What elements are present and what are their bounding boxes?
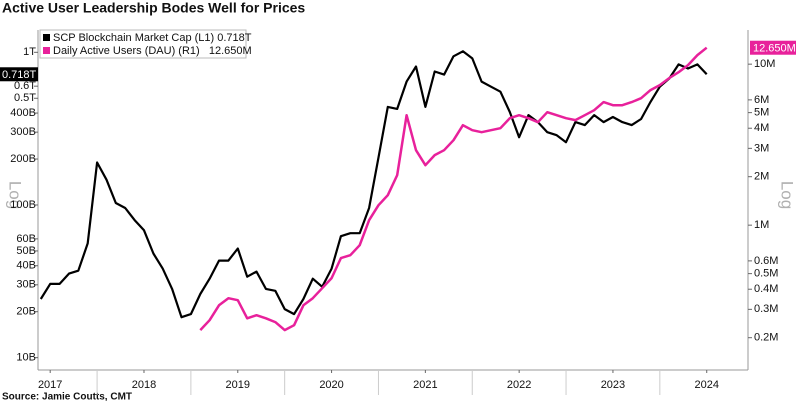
x-tick-label: 2019 <box>226 379 250 391</box>
x-tick-label: 2018 <box>132 379 156 391</box>
x-tick-label: 2021 <box>413 379 437 391</box>
y-tick-label: 300B <box>10 126 36 138</box>
y-tick-label: 60B <box>16 233 36 245</box>
y-tick-label: 400B <box>10 107 36 119</box>
y2-tick-label: 1M <box>754 219 769 231</box>
chart-title: Active User Leadership Bodes Well for Pr… <box>2 0 305 16</box>
y-tick-label: 200B <box>10 153 36 165</box>
legend-label: Daily Active Users (DAU) (R1) 12.650M <box>53 45 252 57</box>
legend-label: SCP Blockchain Market Cap (L1) 0.718T <box>53 32 252 44</box>
y-tick-label: 20B <box>16 306 36 318</box>
series-line <box>199 46 708 332</box>
x-tick-label: 2022 <box>507 379 531 391</box>
y-tick-label: 50B <box>16 245 36 257</box>
y-tick-label: 100B <box>10 199 36 211</box>
y2-tick-label: 0.6M <box>754 255 778 267</box>
y2-tick-label: 4M <box>754 122 769 134</box>
last-value-label: 0.718T <box>2 69 37 81</box>
legend-swatch <box>43 47 50 54</box>
x-tick-label: 2017 <box>38 379 62 391</box>
x-tick-label: 2023 <box>601 379 625 391</box>
last-value-tag <box>0 67 38 82</box>
y-tick-label: 30B <box>16 279 36 291</box>
last-value-label: 12.650M <box>753 43 796 55</box>
y-tick-label: 40B <box>16 260 36 272</box>
y2-tick-label: 2M <box>754 171 769 183</box>
legend-box <box>39 29 247 59</box>
last-value-tag <box>750 40 796 55</box>
y-tick-label: 10B <box>16 352 36 364</box>
y-tick-label: 0.5T <box>14 92 36 104</box>
x-tick-label: 2024 <box>694 379 718 391</box>
y-tick-label: 1T <box>23 46 36 58</box>
y2-tick-label: 6M <box>754 94 769 106</box>
legend-swatch <box>43 34 50 41</box>
y2-tick-label: 0.3M <box>754 303 778 315</box>
x-tick-label: 2020 <box>319 379 343 391</box>
y2-tick-label: 0.2M <box>754 332 778 344</box>
y2-tick-label: 10M <box>754 58 775 70</box>
y2-tick-label: 0.5M <box>754 268 778 280</box>
y2-tick-label: 3M <box>754 142 769 154</box>
y2-tick-label: 0.4M <box>754 283 778 295</box>
series-line <box>39 50 708 319</box>
y2-tick-label: 5M <box>754 107 769 119</box>
y-axis-label: Log <box>6 181 25 209</box>
source: Source: Jamie Coutts, CMT <box>2 392 132 403</box>
y2-axis-label: Log <box>778 181 797 209</box>
y-tick-label: 0.6T <box>14 80 36 92</box>
